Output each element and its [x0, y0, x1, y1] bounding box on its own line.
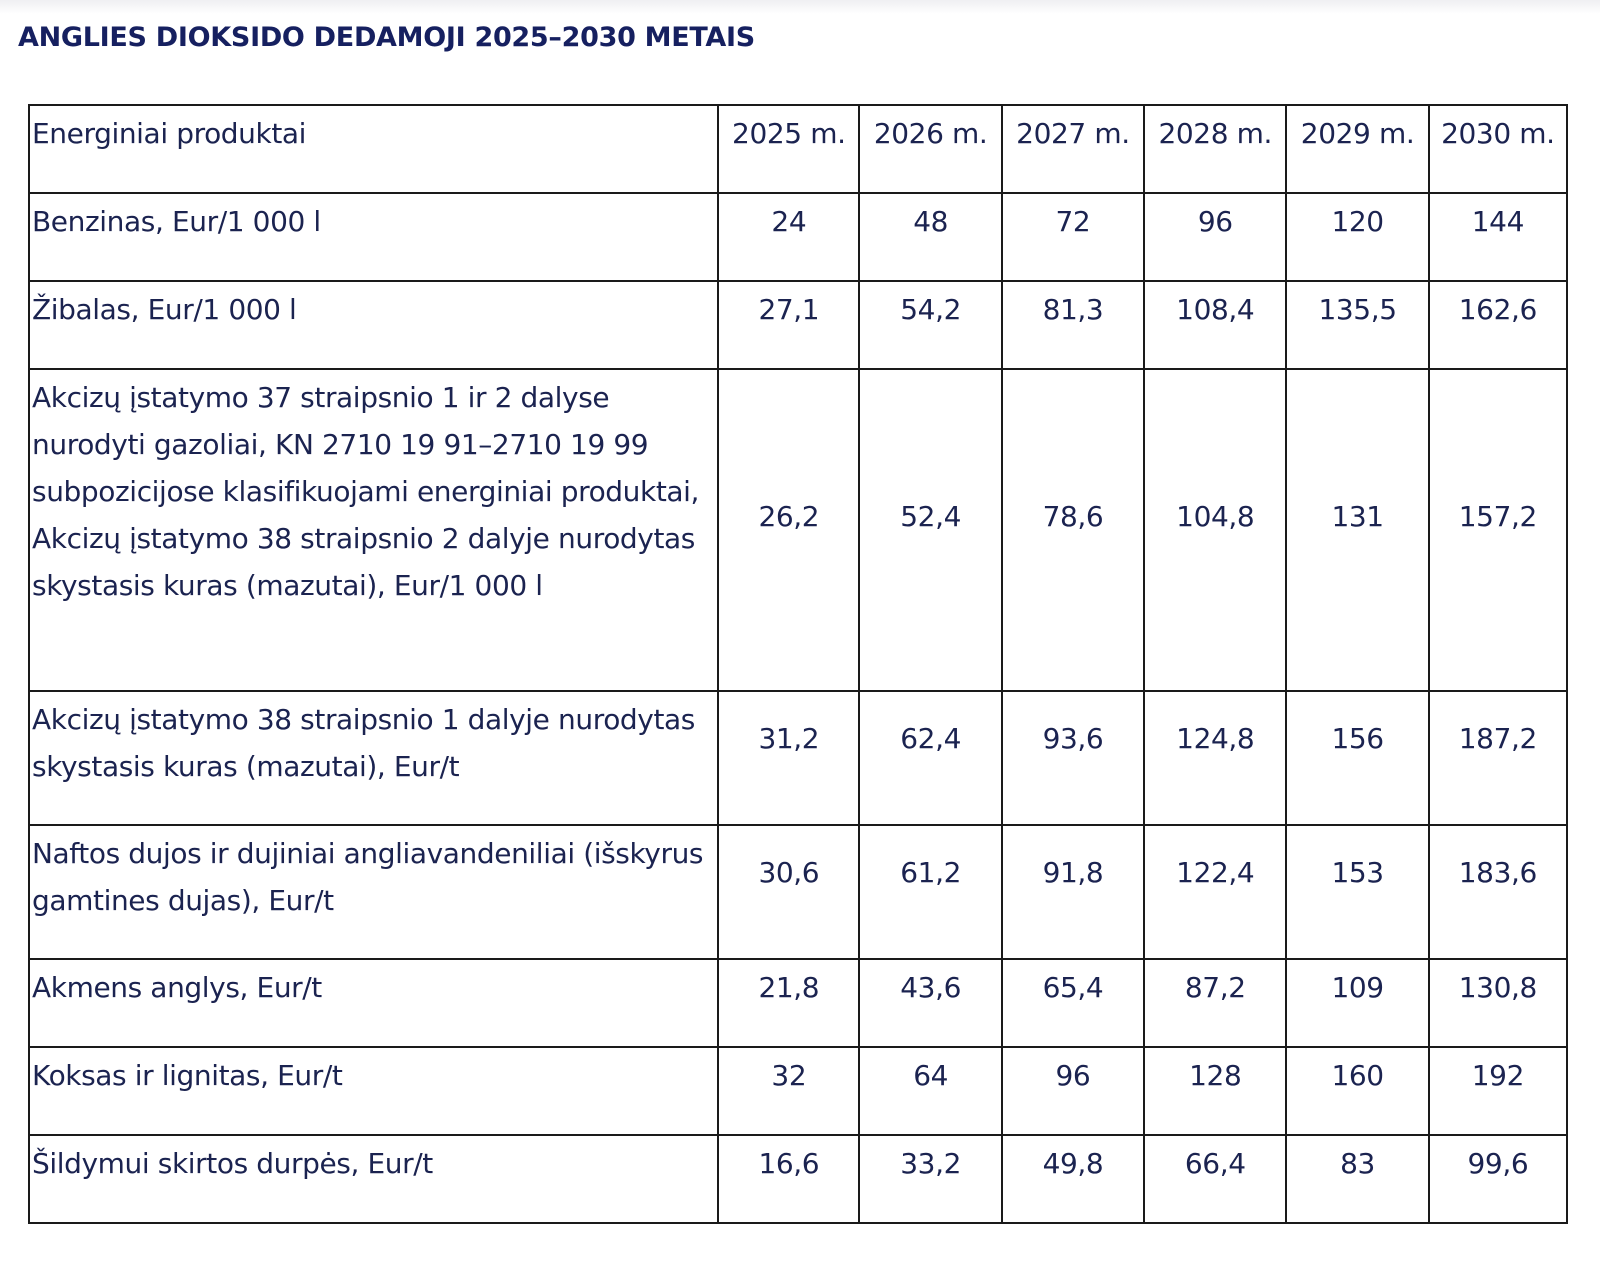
table-cell: 96 [1000, 1046, 1146, 1136]
row-label: Akcizų įstatymo 38 straipsnio 1 dalyje n… [27, 690, 720, 826]
table-cell: 64 [858, 1046, 1003, 1136]
table-cell: 49,8 [1000, 1134, 1146, 1224]
column-header-2029: 2029 m. [1285, 104, 1430, 194]
table-cell: 156 [1285, 690, 1430, 826]
table-cell: 66,4 [1143, 1134, 1288, 1224]
table-row: Koksas ir lignitas, Eur/t 32 64 96 128 1… [27, 1046, 1569, 1136]
table-header-row: Energiniai produktai 2025 m. 2026 m. 202… [27, 104, 1569, 194]
table-row: Naftos dujos ir dujiniai angliavandenili… [27, 824, 1569, 960]
column-header-2025: 2025 m. [717, 104, 861, 194]
table-cell: 43,6 [858, 958, 1003, 1048]
row-label: Koksas ir lignitas, Eur/t [27, 1046, 720, 1136]
page-title: ANGLIES DIOKSIDO DEDAMOJI 2025–2030 META… [18, 22, 755, 53]
table-cell: 48 [858, 192, 1003, 282]
table-cell: 187,2 [1427, 690, 1569, 826]
row-label: Šildymui skirtos durpės, Eur/t [27, 1134, 720, 1224]
table-cell: 162,6 [1427, 280, 1569, 370]
column-header-2026: 2026 m. [858, 104, 1003, 194]
column-header-2030: 2030 m. [1427, 104, 1569, 194]
table-cell: 120 [1285, 192, 1430, 282]
table-cell: 124,8 [1143, 690, 1288, 826]
table-cell: 131 [1285, 368, 1430, 692]
table-cell: 91,8 [1000, 824, 1146, 960]
table-cell: 160 [1285, 1046, 1430, 1136]
row-label: Žibalas, Eur/1 000 l [27, 280, 720, 370]
table-cell: 122,4 [1143, 824, 1288, 960]
table-cell: 109 [1285, 958, 1430, 1048]
table-cell: 21,8 [717, 958, 861, 1048]
table-cell: 128 [1143, 1046, 1288, 1136]
table-cell: 130,8 [1427, 958, 1569, 1048]
table-row: Žibalas, Eur/1 000 l 27,1 54,2 81,3 108,… [27, 280, 1569, 370]
table-cell: 93,6 [1000, 690, 1146, 826]
table-cell: 54,2 [858, 280, 1003, 370]
top-shadow [0, 0, 1600, 14]
table-cell: 32 [717, 1046, 861, 1136]
table-cell: 144 [1427, 192, 1569, 282]
table-row: Akcizų įstatymo 38 straipsnio 1 dalyje n… [27, 690, 1569, 826]
table-cell: 24 [717, 192, 861, 282]
table-cell: 96 [1143, 192, 1288, 282]
table-cell: 78,6 [1000, 368, 1146, 692]
table-cell: 183,6 [1427, 824, 1569, 960]
table-cell: 16,6 [717, 1134, 861, 1224]
row-label: Naftos dujos ir dujiniai angliavandenili… [27, 824, 720, 960]
column-header-2028: 2028 m. [1143, 104, 1288, 194]
row-label: Benzinas, Eur/1 000 l [27, 192, 720, 282]
carbon-dioxide-component-table: Energiniai produktai 2025 m. 2026 m. 202… [27, 104, 1569, 1224]
column-header-product: Energiniai produktai [27, 104, 720, 194]
table-row: Šildymui skirtos durpės, Eur/t 16,6 33,2… [27, 1134, 1569, 1224]
table-row: Akmens anglys, Eur/t 21,8 43,6 65,4 87,2… [27, 958, 1569, 1048]
row-label: Akcizų įstatymo 37 straipsnio 1 ir 2 dal… [27, 368, 720, 692]
table-cell: 65,4 [1000, 958, 1146, 1048]
table-cell: 33,2 [858, 1134, 1003, 1224]
table-cell: 72 [1000, 192, 1146, 282]
table-cell: 52,4 [858, 368, 1003, 692]
table-row: Akcizų įstatymo 37 straipsnio 1 ir 2 dal… [27, 368, 1569, 692]
column-header-2027: 2027 m. [1000, 104, 1146, 194]
table-cell: 81,3 [1000, 280, 1146, 370]
row-label: Akmens anglys, Eur/t [27, 958, 720, 1048]
table-cell: 108,4 [1143, 280, 1288, 370]
table-cell: 87,2 [1143, 958, 1288, 1048]
table-cell: 135,5 [1285, 280, 1430, 370]
table-cell: 104,8 [1143, 368, 1288, 692]
table-cell: 153 [1285, 824, 1430, 960]
table-cell: 157,2 [1427, 368, 1569, 692]
table-cell: 30,6 [717, 824, 861, 960]
table-cell: 61,2 [858, 824, 1003, 960]
table-cell: 27,1 [717, 280, 861, 370]
table-cell: 62,4 [858, 690, 1003, 826]
table-cell: 83 [1285, 1134, 1430, 1224]
table-cell: 26,2 [717, 368, 861, 692]
table-cell: 99,6 [1427, 1134, 1569, 1224]
table-cell: 192 [1427, 1046, 1569, 1136]
table-row: Benzinas, Eur/1 000 l 24 48 72 96 120 14… [27, 192, 1569, 282]
table-cell: 31,2 [717, 690, 861, 826]
